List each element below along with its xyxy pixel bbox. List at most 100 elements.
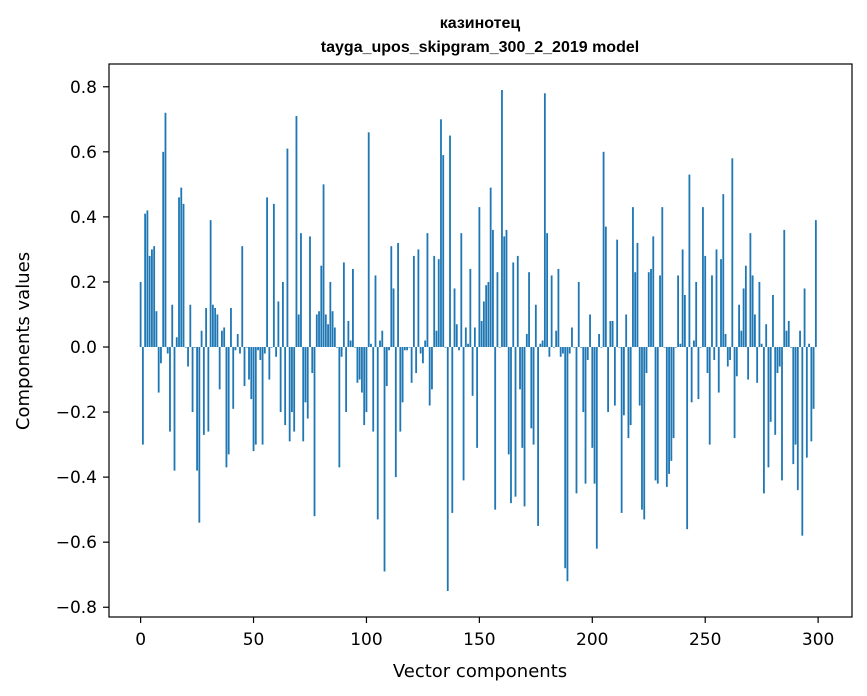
bar-4: [148, 255, 151, 347]
bar-224: [645, 347, 648, 374]
bar-57: [268, 347, 271, 380]
bar-121: [412, 255, 415, 347]
bar-107: [381, 330, 384, 347]
bar-48: [248, 347, 250, 380]
bar-108: [383, 347, 386, 572]
bar-209: [611, 320, 614, 347]
bar-80: [320, 265, 323, 347]
x-axis-ticks: 0 50 100 150 200 250 300: [135, 617, 834, 650]
bar-140: [455, 324, 458, 348]
bar-173: [530, 347, 533, 429]
bar-238: [677, 275, 680, 347]
bar-270: [749, 233, 752, 347]
bar-113: [394, 347, 397, 478]
bar-275: [760, 343, 763, 347]
bar-277: [765, 324, 768, 348]
bar-55: [263, 347, 266, 354]
bar-58: [270, 347, 273, 348]
bar-252: [708, 347, 711, 445]
bar-68: [293, 347, 296, 432]
bar-188: [564, 347, 567, 569]
bar-204: [600, 347, 603, 348]
y-tick-label: 0.0: [70, 338, 97, 358]
bar-172: [528, 272, 530, 348]
x-tick-label: 200: [576, 630, 608, 650]
bar-5: [151, 249, 153, 348]
bar-234: [668, 347, 670, 474]
bar-219: [634, 272, 637, 348]
bar-180: [546, 233, 549, 347]
bar-226: [650, 268, 652, 348]
bar-120: [410, 347, 413, 383]
bar-41: [232, 347, 235, 409]
bar-76: [311, 347, 314, 374]
bar-8: [157, 347, 160, 393]
bar-56: [266, 197, 268, 348]
bar-171: [525, 333, 528, 347]
bar-282: [776, 347, 779, 374]
bar-118: [406, 347, 409, 351]
bar-194: [577, 281, 580, 348]
bar-99: [363, 347, 366, 426]
bar-6: [153, 246, 156, 347]
bar-243: [688, 174, 691, 348]
bar-38: [225, 347, 228, 468]
plot-frame: [108, 63, 853, 618]
bar-67: [291, 347, 293, 413]
y-axis-label: Components values: [13, 252, 34, 430]
bar-203: [598, 333, 600, 347]
bar-298: [812, 347, 815, 409]
bar-235: [670, 347, 673, 461]
bar-1: [141, 347, 144, 445]
bar-266: [740, 330, 743, 347]
bar-97: [358, 347, 361, 380]
bar-290: [794, 347, 797, 445]
bar-59: [272, 203, 275, 348]
bar-47: [245, 347, 248, 348]
bar-12: [166, 347, 169, 354]
bar-269: [747, 347, 750, 380]
bar-26: [198, 347, 201, 523]
bar-267: [742, 288, 745, 347]
bar-79: [318, 311, 320, 347]
bar-251: [706, 347, 709, 374]
bar-239: [679, 343, 682, 347]
bar-255: [715, 249, 718, 348]
bar-92: [347, 320, 350, 347]
bar-160: [501, 90, 503, 348]
bar-296: [808, 343, 810, 347]
bar-174: [532, 347, 535, 445]
y-axis-ticks: −0.8 −0.6 −0.4 −0.2 0.0 0.2 0.4 0.6 0.8: [56, 78, 109, 618]
bar-54: [261, 347, 264, 445]
bar-33: [214, 307, 217, 348]
bar-177: [539, 343, 542, 347]
bar-186: [559, 347, 562, 357]
bar-0: [139, 281, 142, 348]
bar-89: [340, 347, 343, 357]
bar-18: [180, 187, 183, 347]
bar-32: [211, 304, 214, 348]
bar-280: [772, 294, 774, 348]
chart-title: казинотец: [440, 15, 521, 32]
bar-276: [763, 347, 765, 494]
bar-66: [288, 347, 291, 442]
bar-162: [505, 229, 508, 348]
bar-105: [376, 347, 379, 520]
bar-232: [663, 347, 666, 348]
bar-70: [297, 314, 300, 348]
bar-189: [566, 347, 569, 582]
bar-31: [209, 220, 212, 347]
bar-248: [699, 347, 702, 348]
bar-281: [774, 347, 777, 435]
bar-191: [571, 327, 573, 348]
bar-223: [643, 347, 646, 520]
bar-103: [372, 347, 375, 432]
bar-144: [464, 327, 467, 348]
y-tick-label: −0.2: [56, 403, 97, 423]
bar-260: [726, 347, 729, 367]
bar-115: [399, 347, 402, 432]
bar-9: [160, 347, 162, 364]
bar-167: [516, 255, 519, 347]
